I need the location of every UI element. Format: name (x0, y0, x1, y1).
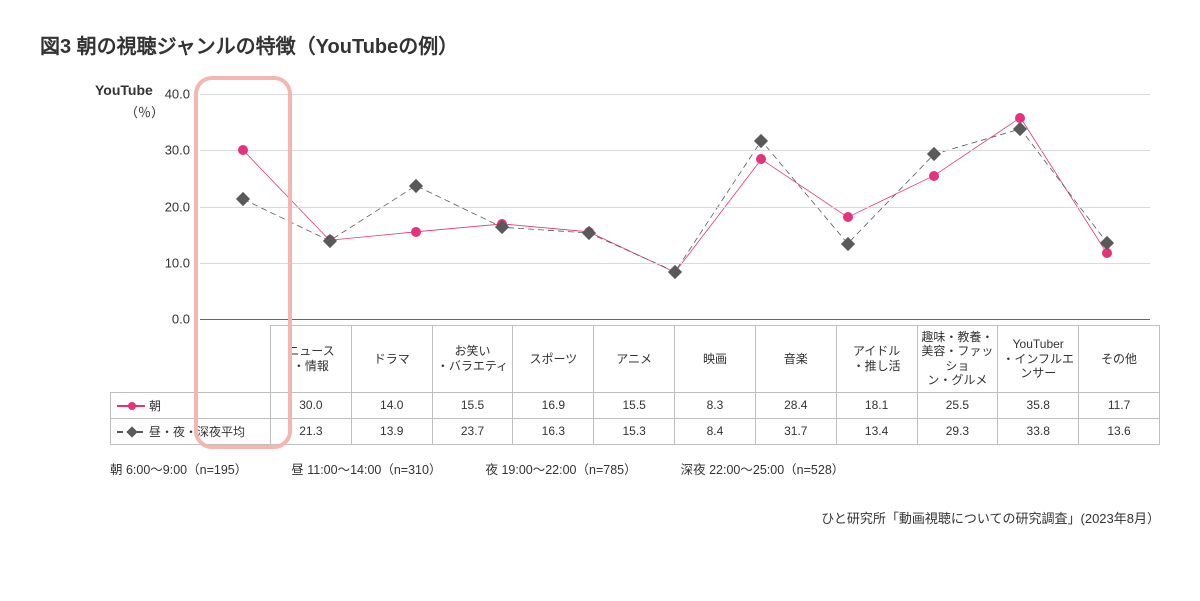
category-header: 音楽 (755, 326, 836, 393)
category-header: その他 (1079, 326, 1160, 393)
data-cell: 15.5 (432, 392, 513, 418)
data-cell: 25.5 (917, 392, 998, 418)
ytick-label: 30.0 (165, 143, 190, 158)
data-cell: 11.7 (1079, 392, 1160, 418)
data-cell: 35.8 (998, 392, 1079, 418)
ytick-label: 10.0 (165, 255, 190, 270)
data-cell: 16.3 (513, 418, 594, 444)
category-header: 映画 (675, 326, 756, 393)
data-cell: 33.8 (998, 418, 1079, 444)
data-cell: 23.7 (432, 418, 513, 444)
category-header: ドラマ (351, 326, 432, 393)
series-line-morning (243, 118, 1107, 273)
gridline (200, 263, 1150, 264)
data-table: ニュース・情報ドラマお笑い・バラエティスポーツアニメ映画音楽アイドル・推し活趣味… (110, 325, 1160, 445)
data-cell: 8.4 (675, 418, 756, 444)
ytick-label: 0.0 (172, 312, 190, 327)
data-cell: 13.4 (836, 418, 917, 444)
footnote: 深夜 22:00～25:00（n=528） (681, 463, 845, 477)
footnote: 朝 6:00～9:00（n=195） (110, 463, 247, 477)
data-cell: 28.4 (755, 392, 836, 418)
marker-morning (411, 227, 421, 237)
marker-morning (843, 212, 853, 222)
ytick-label: 40.0 (165, 87, 190, 102)
data-cell: 13.9 (351, 418, 432, 444)
data-cell: 16.9 (513, 392, 594, 418)
data-cell: 30.0 (271, 392, 352, 418)
data-cell: 18.1 (836, 392, 917, 418)
footnote-row: 朝 6:00～9:00（n=195） 昼 11:00～14:00（n=310） 夜 … (110, 459, 1160, 478)
data-cell: 15.5 (594, 392, 675, 418)
ytick-label: 20.0 (165, 199, 190, 214)
data-cell: 29.3 (917, 418, 998, 444)
chart-title: 図3 朝の視聴ジャンルの特徴（YouTubeの例） (40, 30, 1160, 59)
category-header: 趣味・教養・美容・ファッション・グルメ (917, 326, 998, 393)
category-header: スポーツ (513, 326, 594, 393)
chart-container: YouTube （％） 0.010.020.030.040.0 ニュース・情報ド… (110, 94, 1160, 478)
plot-area: 0.010.020.030.040.0 (200, 94, 1150, 319)
gridline (200, 150, 1150, 151)
category-header: ニュース・情報 (271, 326, 352, 393)
legend-cell-avg: 昼・夜・深夜平均 (111, 418, 271, 444)
legend-cell-morning: 朝 (111, 392, 271, 418)
category-header: アイドル・推し活 (836, 326, 917, 393)
marker-morning (929, 171, 939, 181)
category-header: お笑い・バラエティ (432, 326, 513, 393)
legend-label: 朝 (149, 399, 161, 413)
legend-label: 昼・夜・深夜平均 (149, 425, 245, 439)
data-cell: 21.3 (271, 418, 352, 444)
data-cell: 14.0 (351, 392, 432, 418)
footnote: 夜 19:00～22:00（n=785） (485, 463, 636, 477)
y-axis-title: YouTube (95, 82, 153, 98)
gridline (200, 319, 1150, 320)
data-cell: 31.7 (755, 418, 836, 444)
category-header: YouTuber・インフルエンサー (998, 326, 1079, 393)
gridline (200, 207, 1150, 208)
data-cell: 15.3 (594, 418, 675, 444)
category-header: アニメ (594, 326, 675, 393)
y-axis-unit: （％） (125, 102, 164, 121)
footnote: 昼 11:00～14:00（n=310） (291, 463, 441, 477)
gridline (200, 94, 1150, 95)
data-cell: 13.6 (1079, 418, 1160, 444)
data-cell: 8.3 (675, 392, 756, 418)
source-text: ひと研究所「動画視聴についての研究調査」(2023年8月） (40, 508, 1160, 527)
